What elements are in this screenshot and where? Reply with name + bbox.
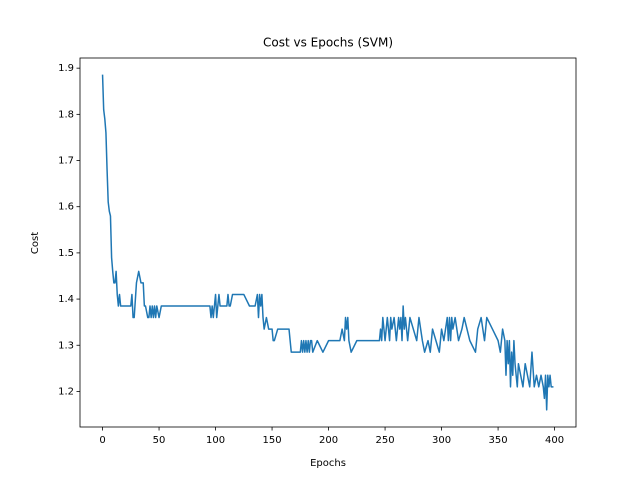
y-tick-label: 1.9 <box>58 63 74 74</box>
y-tick-label: 1.2 <box>58 386 74 397</box>
x-tick-label: 400 <box>545 435 564 446</box>
plot-frame <box>79 57 577 428</box>
x-tick-label: 200 <box>319 435 338 446</box>
y-tick-label: 1.6 <box>58 202 74 213</box>
y-tick-label: 1.5 <box>58 248 74 259</box>
y-axis-label: Cost <box>30 232 41 254</box>
x-tick-label: 250 <box>376 435 395 446</box>
data-line <box>101 74 554 411</box>
y-tick-label: 1.8 <box>58 109 74 120</box>
x-axis-label: Epochs <box>310 458 346 469</box>
x-tick-label: 50 <box>153 435 166 446</box>
y-tick-label: 1.7 <box>58 156 74 167</box>
x-tick-label: 150 <box>263 435 282 446</box>
x-tick-label: 350 <box>489 435 508 446</box>
x-tick-label: 0 <box>99 435 105 446</box>
x-tick-label: 100 <box>206 435 225 446</box>
x-tick-label: 300 <box>432 435 451 446</box>
y-tick-label: 1.3 <box>58 340 74 351</box>
y-tick-label: 1.4 <box>58 294 74 305</box>
chart-title: Cost vs Epochs (SVM) <box>263 36 393 50</box>
